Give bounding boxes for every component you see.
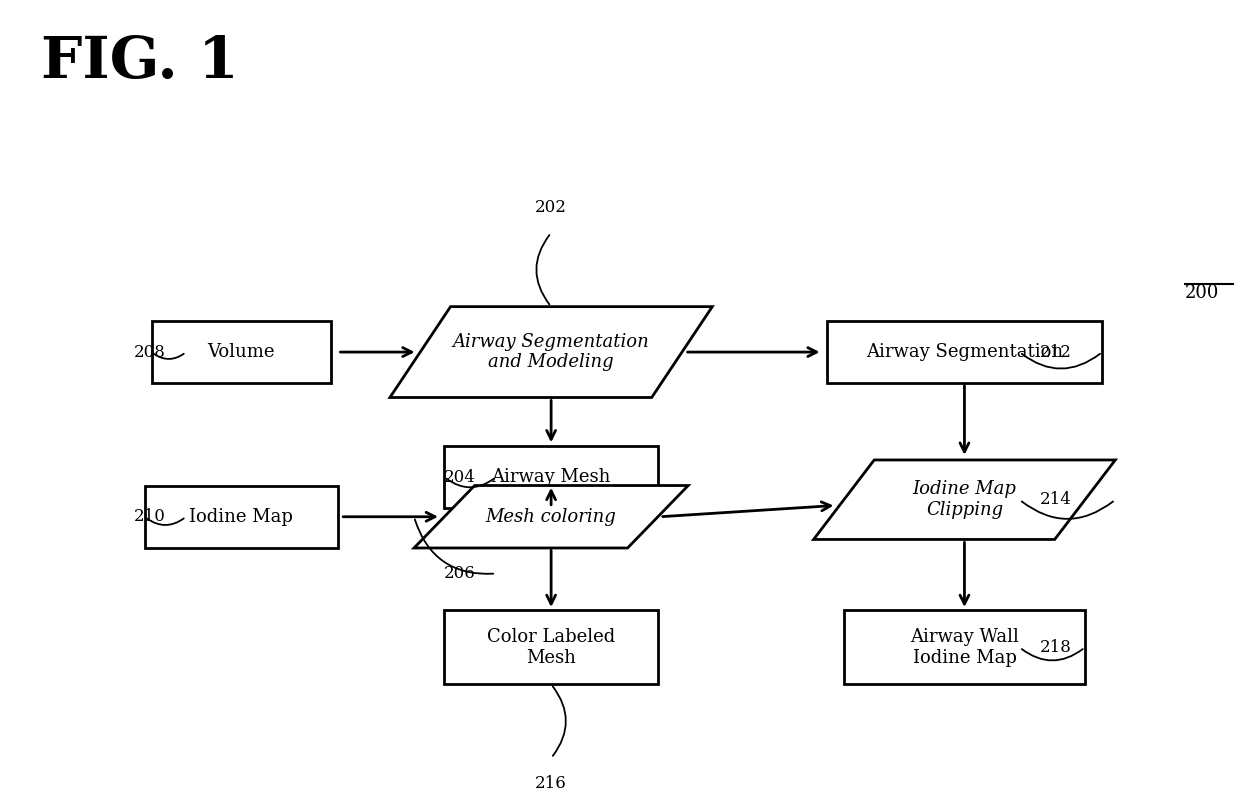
Text: 218: 218 — [1040, 639, 1073, 656]
Bar — [145, 486, 337, 548]
Text: 204: 204 — [444, 468, 475, 486]
Text: 200: 200 — [1185, 284, 1219, 302]
Text: 214: 214 — [1040, 491, 1073, 508]
Text: 212: 212 — [1040, 343, 1073, 361]
Text: FIG. 1: FIG. 1 — [41, 34, 239, 90]
Bar — [444, 611, 658, 684]
Text: 202: 202 — [536, 199, 567, 215]
Text: Airway Segmentation: Airway Segmentation — [866, 343, 1063, 361]
Text: Airway Segmentation
and Modeling: Airway Segmentation and Modeling — [453, 332, 650, 371]
Text: Volume: Volume — [207, 343, 275, 361]
Text: 208: 208 — [134, 343, 165, 361]
Text: 206: 206 — [444, 565, 475, 582]
Bar — [844, 611, 1085, 684]
Text: 216: 216 — [536, 775, 567, 792]
Text: Color Labeled
Mesh: Color Labeled Mesh — [487, 628, 615, 667]
Bar — [151, 321, 331, 383]
Text: Mesh coloring: Mesh coloring — [486, 508, 616, 525]
Bar — [444, 446, 658, 508]
Text: Iodine Map
Clipping: Iodine Map Clipping — [913, 480, 1017, 519]
Text: Airway Mesh: Airway Mesh — [491, 468, 611, 486]
Text: 210: 210 — [134, 508, 165, 525]
Text: Iodine Map: Iodine Map — [190, 508, 293, 525]
Polygon shape — [813, 460, 1115, 540]
Polygon shape — [389, 307, 712, 398]
Bar — [827, 321, 1102, 383]
Text: Airway Wall
Iodine Map: Airway Wall Iodine Map — [910, 628, 1019, 667]
Polygon shape — [414, 486, 688, 548]
